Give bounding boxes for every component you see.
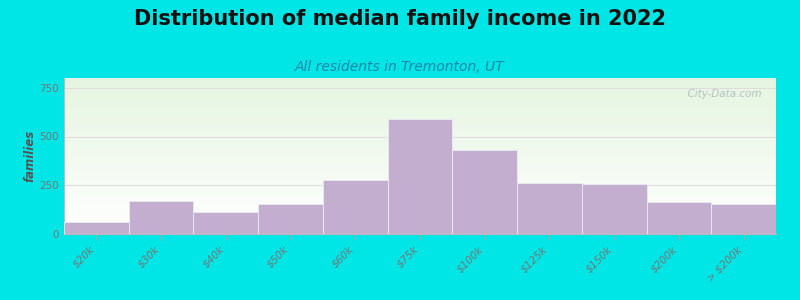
Bar: [452, 150, 517, 234]
Text: All residents in Tremonton, UT: All residents in Tremonton, UT: [295, 60, 505, 74]
Bar: [323, 180, 388, 234]
Bar: [388, 119, 452, 234]
Bar: [517, 183, 582, 234]
Y-axis label: families: families: [24, 130, 37, 182]
Bar: [258, 204, 323, 234]
Bar: [582, 184, 646, 234]
Bar: [129, 201, 194, 234]
Bar: [711, 204, 776, 234]
Bar: [194, 212, 258, 234]
Text: Distribution of median family income in 2022: Distribution of median family income in …: [134, 9, 666, 29]
Bar: [646, 202, 711, 234]
Bar: [64, 222, 129, 234]
Text: City-Data.com: City-Data.com: [681, 89, 762, 99]
